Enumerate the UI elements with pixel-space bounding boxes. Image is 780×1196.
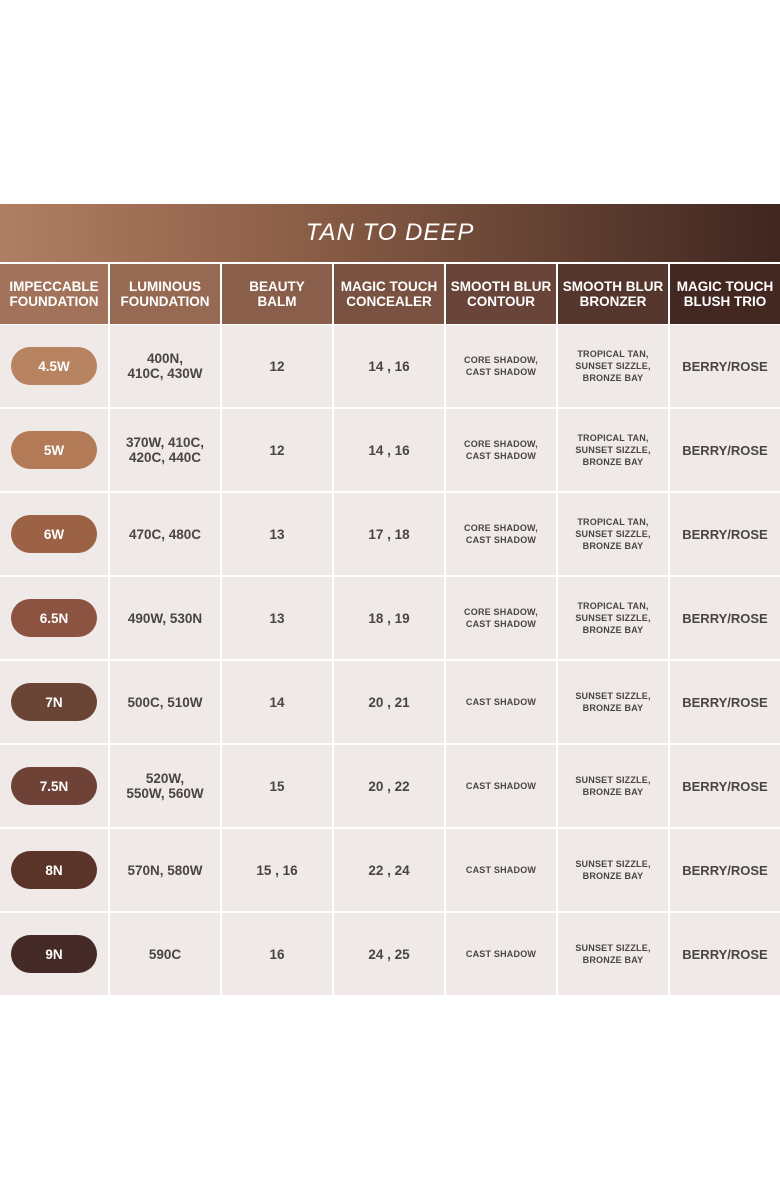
shade-swatch: 4.5W: [11, 347, 97, 385]
contour-cell: CAST SHADOW: [446, 745, 558, 827]
concealer-cell: 17 , 18: [334, 493, 446, 575]
table-row: 7N 500C, 510W 14 20 , 21 CAST SHADOW SUNSET S…: [0, 661, 780, 743]
blush-trio-cell: BERRY/ROSE: [670, 829, 780, 911]
beauty-balm-cell: 13: [222, 577, 334, 659]
contour-cell: CAST SHADOW: [446, 661, 558, 743]
table-row: 4.5W 400N, 410C, 430W 12 14 , 16 CORE SHADOW…: [0, 325, 780, 407]
impeccable-foundation-cell: 5W: [0, 409, 110, 491]
beauty-balm-cell: 12: [222, 409, 334, 491]
beauty-balm-cell: 12: [222, 325, 334, 407]
contour-cell: CAST SHADOW: [446, 913, 558, 995]
bronzer-cell: TROPICAL TAN, SUNSET SIZZLE, BRONZE BAY: [558, 493, 670, 575]
column-header-luminous-foundation: LUMINOUS FOUNDATION: [110, 264, 222, 324]
contour-cell: CORE SHADOW, CAST SHADOW: [446, 409, 558, 491]
table-row: 7.5N 520W, 550W, 560W 15 20 , 22 CAST SHADOW…: [0, 745, 780, 827]
impeccable-foundation-cell: 7N: [0, 661, 110, 743]
table-row: 9N 590C 16 24 , 25 CAST SHADOW SUNSET SIZZLE,…: [0, 913, 780, 995]
contour-cell: CORE SHADOW, CAST SHADOW: [446, 577, 558, 659]
impeccable-foundation-cell: 6.5N: [0, 577, 110, 659]
shade-chart: TAN TO DEEP IMPECCABLE FOUNDATION LUMINO…: [0, 204, 780, 997]
luminous-foundation-cell: 400N, 410C, 430W: [110, 325, 222, 407]
chart-banner: TAN TO DEEP: [0, 204, 780, 262]
shade-swatch: 9N: [11, 935, 97, 973]
column-header-smooth-blur-contour: SMOOTH BLUR CONTOUR: [446, 264, 558, 324]
beauty-balm-cell: 13: [222, 493, 334, 575]
table-row: 6W 470C, 480C 13 17 , 18 CORE SHADOW, CAST S…: [0, 493, 780, 575]
beauty-balm-cell: 14: [222, 661, 334, 743]
bronzer-cell: SUNSET SIZZLE, BRONZE BAY: [558, 661, 670, 743]
luminous-foundation-cell: 520W, 550W, 560W: [110, 745, 222, 827]
blush-trio-cell: BERRY/ROSE: [670, 661, 780, 743]
luminous-foundation-cell: 490W, 530N: [110, 577, 222, 659]
luminous-foundation-cell: 500C, 510W: [110, 661, 222, 743]
shade-swatch: 7.5N: [11, 767, 97, 805]
impeccable-foundation-cell: 6W: [0, 493, 110, 575]
blush-trio-cell: BERRY/ROSE: [670, 409, 780, 491]
impeccable-foundation-cell: 8N: [0, 829, 110, 911]
luminous-foundation-cell: 570N, 580W: [110, 829, 222, 911]
concealer-cell: 14 , 16: [334, 409, 446, 491]
impeccable-foundation-cell: 9N: [0, 913, 110, 995]
concealer-cell: 22 , 24: [334, 829, 446, 911]
beauty-balm-cell: 16: [222, 913, 334, 995]
contour-cell: CORE SHADOW, CAST SHADOW: [446, 493, 558, 575]
beauty-balm-cell: 15 , 16: [222, 829, 334, 911]
table-row: 8N 570N, 580W 15 , 16 22 , 24 CAST SHADOW SUN…: [0, 829, 780, 911]
bronzer-cell: TROPICAL TAN, SUNSET SIZZLE, BRONZE BAY: [558, 325, 670, 407]
beauty-balm-cell: 15: [222, 745, 334, 827]
table-row: 6.5N 490W, 530N 13 18 , 19 CORE SHADOW, CAST…: [0, 577, 780, 659]
blush-trio-cell: BERRY/ROSE: [670, 577, 780, 659]
concealer-cell: 24 , 25: [334, 913, 446, 995]
concealer-cell: 18 , 19: [334, 577, 446, 659]
column-header-magic-touch-blush-trio: MAGIC TOUCH BLUSH TRIO: [670, 264, 780, 324]
shade-swatch: 7N: [11, 683, 97, 721]
column-header-smooth-blur-bronzer: SMOOTH BLUR BRONZER: [558, 264, 670, 324]
shade-swatch: 5W: [11, 431, 97, 469]
contour-cell: CAST SHADOW: [446, 829, 558, 911]
blush-trio-cell: BERRY/ROSE: [670, 325, 780, 407]
bronzer-cell: SUNSET SIZZLE, BRONZE BAY: [558, 913, 670, 995]
table-body: 4.5W 400N, 410C, 430W 12 14 , 16 CORE SHADOW…: [0, 325, 780, 995]
luminous-foundation-cell: 370W, 410C, 420C, 440C: [110, 409, 222, 491]
shade-swatch: 8N: [11, 851, 97, 889]
concealer-cell: 20 , 22: [334, 745, 446, 827]
chart-title: TAN TO DEEP: [305, 219, 475, 246]
luminous-foundation-cell: 590C: [110, 913, 222, 995]
impeccable-foundation-cell: 7.5N: [0, 745, 110, 827]
shade-swatch: 6W: [11, 515, 97, 553]
bronzer-cell: SUNSET SIZZLE, BRONZE BAY: [558, 745, 670, 827]
blush-trio-cell: BERRY/ROSE: [670, 745, 780, 827]
contour-cell: CORE SHADOW, CAST SHADOW: [446, 325, 558, 407]
luminous-foundation-cell: 470C, 480C: [110, 493, 222, 575]
table-row: 5W 370W, 410C, 420C, 440C 12 14 , 16 CORE SH…: [0, 409, 780, 491]
concealer-cell: 14 , 16: [334, 325, 446, 407]
shade-swatch: 6.5N: [11, 599, 97, 637]
blush-trio-cell: BERRY/ROSE: [670, 493, 780, 575]
concealer-cell: 20 , 21: [334, 661, 446, 743]
impeccable-foundation-cell: 4.5W: [0, 325, 110, 407]
bronzer-cell: SUNSET SIZZLE, BRONZE BAY: [558, 829, 670, 911]
bronzer-cell: TROPICAL TAN, SUNSET SIZZLE, BRONZE BAY: [558, 577, 670, 659]
blush-trio-cell: BERRY/ROSE: [670, 913, 780, 995]
bronzer-cell: TROPICAL TAN, SUNSET SIZZLE, BRONZE BAY: [558, 409, 670, 491]
column-header-magic-touch-concealer: MAGIC TOUCH CONCEALER: [334, 264, 446, 324]
column-header-impeccable-foundation: IMPECCABLE FOUNDATION: [0, 264, 110, 324]
column-header-row: IMPECCABLE FOUNDATION LUMINOUS FOUNDATIO…: [0, 264, 780, 324]
column-header-beauty-balm: BEAUTY BALM: [222, 264, 334, 324]
